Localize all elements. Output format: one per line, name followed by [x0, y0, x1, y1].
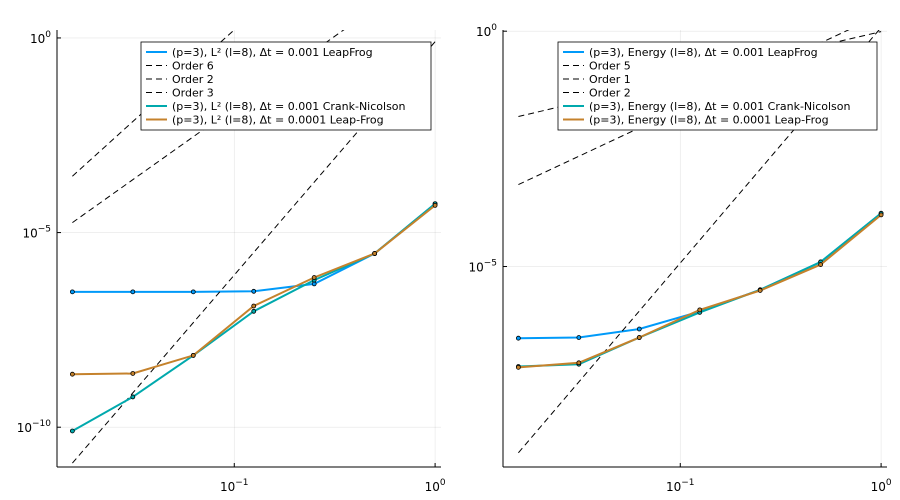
data-point [190, 289, 196, 295]
y-tick-label: 10−10 [17, 419, 52, 435]
y-tick-label: 100 [476, 23, 497, 39]
legend-label: Order 2 [589, 87, 631, 100]
data-point [576, 335, 582, 340]
legend-label: Order 1 [589, 73, 631, 86]
data-point [251, 288, 257, 294]
left-chart-panel: 10−1 100 10−10 10−5 100 (p=3), L² (l=8), Δt =… [17, 30, 446, 494]
legend-label: (p=3), Energy (l=8), Δt = 0.001 LeapFrog [589, 46, 818, 59]
x-tick-label: 10−1 [220, 478, 249, 494]
data-point [251, 303, 257, 309]
y-tick-label: 10−5 [22, 225, 51, 241]
x-tick-label: 10−1 [666, 478, 695, 494]
x-tick-label: 100 [425, 478, 446, 494]
series-line-4 [71, 203, 436, 432]
data-point [878, 212, 884, 218]
data-point [130, 394, 136, 400]
data-point [130, 371, 136, 376]
legend-label: (p=3), Energy (l=8), Δt = 0.001 Crank-Ni… [589, 100, 850, 113]
data-point [130, 289, 136, 295]
data-point [515, 335, 521, 341]
legend: (p=3), L² (l=8), Δt = 0.001 LeapFrogOrde… [140, 41, 432, 131]
legend-label: (p=3), Energy (l=8), Δt = 0.0001 Leap-Fr… [589, 114, 829, 127]
data-point [515, 364, 521, 370]
y-tick-label: 10−5 [468, 259, 497, 275]
data-point [432, 202, 438, 208]
legend: (p=3), Energy (l=8), Δt = 0.001 LeapFrog… [557, 41, 878, 131]
legend-label: Order 6 [172, 60, 214, 73]
data-point [190, 352, 196, 358]
legend-label: Order 5 [589, 60, 631, 73]
data-point [69, 428, 75, 434]
data-point [251, 308, 257, 314]
legend-label: (p=3), L² (l=8), Δt = 0.001 Crank-Nicols… [172, 100, 406, 113]
legend-label: (p=3), L² (l=8), Δt = 0.0001 Leap-Frog [172, 114, 384, 127]
legend-label: Order 2 [172, 73, 214, 86]
data-point [636, 335, 642, 340]
data-point [636, 326, 642, 332]
data-point [372, 251, 378, 256]
legend-label: Order 3 [172, 87, 214, 100]
x-tick-label: 100 [871, 478, 892, 494]
legend-label: (p=3), L² (l=8), Δt = 0.001 LeapFrog [172, 46, 373, 59]
data-point [69, 371, 75, 377]
series-line-5 [518, 214, 882, 369]
series-line-3 [72, 30, 235, 177]
series-line-4 [518, 212, 882, 368]
data-point [69, 289, 75, 295]
data-point [576, 360, 582, 366]
legend-box [140, 41, 432, 131]
y-tick-label: 100 [30, 30, 51, 46]
legend-box [557, 41, 878, 131]
data-point [311, 275, 317, 280]
data-point [757, 288, 763, 293]
right-chart-panel: 10−1 100 10−5 100 (p=3), Energy (l=8), Δt = … [468, 23, 892, 494]
data-point [818, 262, 824, 267]
data-point [697, 307, 703, 313]
series-line-0 [518, 212, 882, 340]
